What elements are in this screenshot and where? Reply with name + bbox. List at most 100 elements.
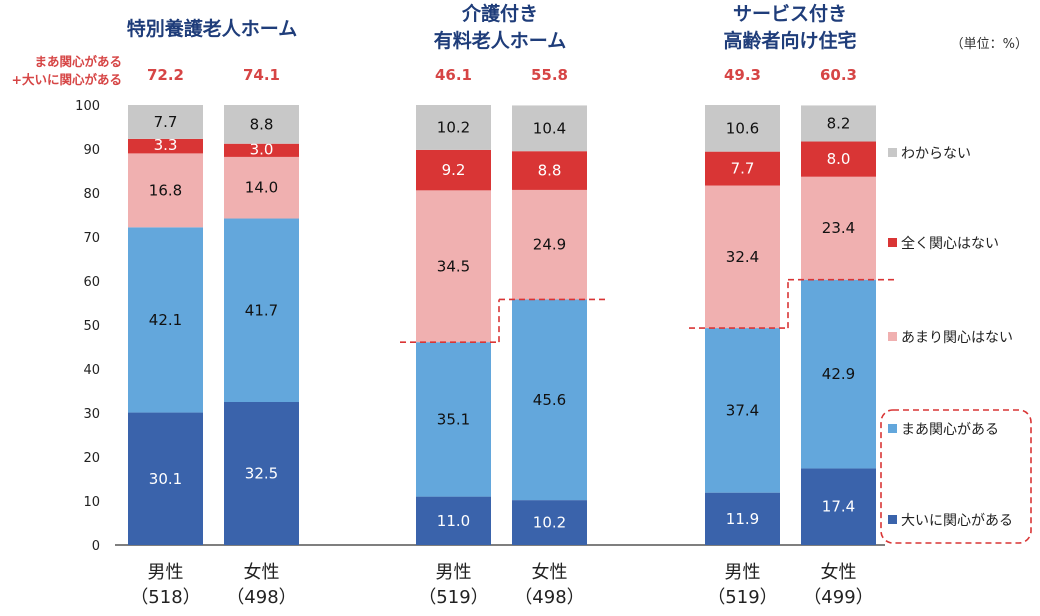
sum-value: 72.2 xyxy=(147,66,184,84)
bar-segment xyxy=(705,105,780,152)
unit-label: （単位：%） xyxy=(951,36,1028,52)
bar-segment xyxy=(801,141,876,177)
count-label: （498） xyxy=(226,587,296,608)
data-label: 8.8 xyxy=(538,162,562,180)
bar-segment xyxy=(801,279,876,469)
group-title: 有料老人ホーム xyxy=(434,29,566,52)
category-label: 女性 xyxy=(821,562,857,583)
sum-label-line2: +大いに関心がある xyxy=(12,72,122,87)
bar-segment xyxy=(128,412,203,545)
legend-label: わからない xyxy=(901,146,971,162)
data-label: 11.9 xyxy=(726,510,759,528)
data-label: 32.4 xyxy=(726,248,759,266)
bar-segment xyxy=(416,496,491,545)
bar-segment xyxy=(705,492,780,545)
data-label: 8.8 xyxy=(250,115,274,133)
legend-label: まあ関心がある xyxy=(901,422,999,438)
legend-label: あまり関心はない xyxy=(901,330,1013,346)
legend-swatch xyxy=(888,424,897,433)
series: 16.8 14.0 34.5 24.9 32.4 23.4 xyxy=(128,153,876,343)
data-label: 8.2 xyxy=(827,114,851,132)
y-tick-label: 10 xyxy=(83,495,100,510)
bar-segment xyxy=(705,151,780,186)
data-label: 24.9 xyxy=(533,236,566,254)
data-label: 10.4 xyxy=(533,119,566,137)
bar-segment xyxy=(224,156,299,219)
legend-swatch xyxy=(888,148,897,157)
group: 特別養護老人ホーム 72.2 男性 （518） 74.1 女性 （498） xyxy=(127,17,297,608)
y-tick-label: 70 xyxy=(83,231,100,246)
count-label: （499） xyxy=(803,587,873,608)
series: 3.3 3.0 9.2 8.8 7.7 8.0 xyxy=(128,136,876,191)
bar-segment xyxy=(128,153,203,228)
bar-segment xyxy=(128,105,203,139)
legend-swatch xyxy=(888,515,897,524)
group-title: サービス付き xyxy=(733,2,847,25)
bar-segment xyxy=(224,143,299,157)
count-label: （519） xyxy=(418,587,488,608)
group-title: 高齢者向け住宅 xyxy=(723,29,856,52)
group-title: 介護付き xyxy=(461,2,538,25)
data-label: 42.9 xyxy=(822,365,855,383)
data-label: 16.8 xyxy=(149,181,182,199)
data-label: 34.5 xyxy=(437,257,470,275)
category-label: 男性 xyxy=(725,562,761,583)
count-label: （518） xyxy=(130,587,200,608)
bar-segment xyxy=(416,190,491,343)
data-label: 3.3 xyxy=(154,136,178,154)
data-label: 10.6 xyxy=(726,119,759,137)
data-label: 42.1 xyxy=(149,311,182,329)
bar-segment xyxy=(512,189,587,300)
y-tick-label: 80 xyxy=(83,187,100,202)
sum-label-line1: まあ関心がある xyxy=(34,54,122,69)
data-label: 7.7 xyxy=(154,113,178,131)
legend-label: 大いに関心がある xyxy=(901,513,1013,529)
legend-label: 全く関心はない xyxy=(901,235,999,252)
series: 30.1 32.5 11.0 10.2 11.9 17.4 xyxy=(128,402,876,545)
series: 42.1 41.7 35.1 45.6 37.4 42.9 xyxy=(128,218,876,501)
data-label: 17.4 xyxy=(822,498,855,516)
bar-segment xyxy=(416,342,491,497)
category-label: 女性 xyxy=(244,562,280,583)
bar-segment xyxy=(512,105,587,152)
data-label: 7.7 xyxy=(731,160,755,178)
data-label: 14.0 xyxy=(245,179,278,197)
count-label: （498） xyxy=(514,587,584,608)
sum-value: 49.3 xyxy=(724,66,761,84)
data-label: 30.1 xyxy=(149,470,182,488)
y-tick-label: 40 xyxy=(83,363,100,378)
y-axis: 0 10 20 30 40 50 60 70 80 90 100 xyxy=(75,99,100,554)
sum-value: 60.3 xyxy=(820,66,857,84)
data-label: 10.2 xyxy=(437,118,470,136)
bar-segment xyxy=(512,299,587,501)
data-label: 35.1 xyxy=(437,410,470,428)
y-tick-label: 30 xyxy=(83,407,100,422)
bar-segment xyxy=(705,185,780,329)
sum-value: 74.1 xyxy=(243,66,280,84)
bar-segment xyxy=(801,468,876,545)
bar-segment xyxy=(512,500,587,545)
bar-segment xyxy=(705,328,780,493)
bar-segment xyxy=(512,151,587,190)
data-label: 9.2 xyxy=(442,161,466,179)
y-tick-label: 100 xyxy=(75,99,100,114)
category-label: 男性 xyxy=(436,562,472,583)
y-tick-label: 60 xyxy=(83,275,100,290)
bar-segment xyxy=(224,402,299,545)
data-label: 41.7 xyxy=(245,301,278,319)
bar-segment xyxy=(224,218,299,402)
series: 7.7 8.8 10.2 10.4 10.6 8.2 xyxy=(128,105,876,152)
sum-value: 55.8 xyxy=(531,66,568,84)
y-tick-label: 90 xyxy=(83,143,100,158)
category-label: 女性 xyxy=(532,562,568,583)
data-label: 45.6 xyxy=(533,391,566,409)
count-label: （519） xyxy=(707,587,777,608)
interest-boundary xyxy=(400,278,896,343)
y-tick-label: 0 xyxy=(92,539,100,554)
bar-segment xyxy=(416,149,491,191)
sum-value: 46.1 xyxy=(435,66,472,84)
category-label: 男性 xyxy=(148,562,184,583)
y-tick-label: 50 xyxy=(83,319,100,334)
